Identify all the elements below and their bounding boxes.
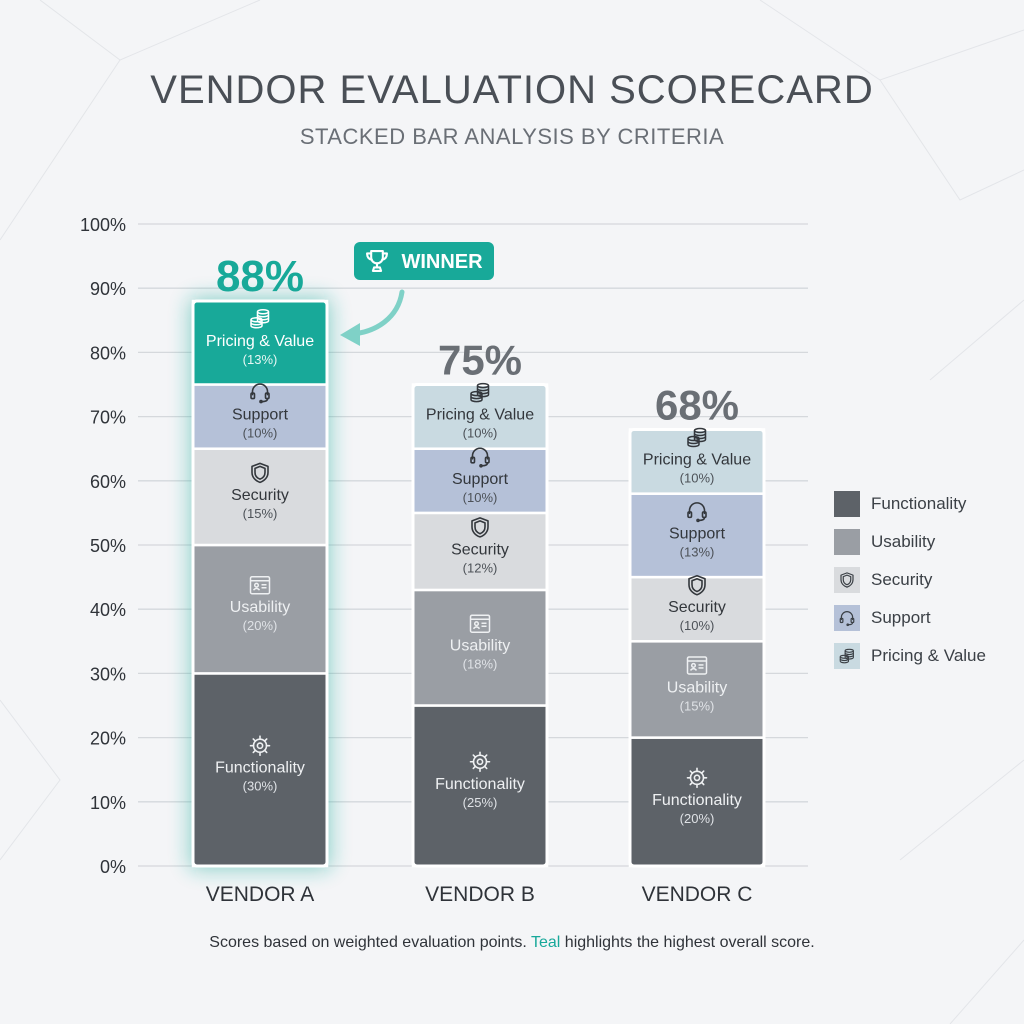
legend-item-security: Security: [834, 561, 986, 599]
segment-label: Functionality: [435, 776, 525, 793]
segment-value-label: (12%): [463, 560, 498, 575]
segment-label: Usability: [667, 679, 727, 696]
bar-segment-support: [628, 492, 766, 579]
bar-vendor-a: [191, 299, 329, 868]
headset-icon: [839, 611, 855, 627]
legend-swatch: [834, 491, 860, 517]
segment-label: Support: [452, 471, 509, 488]
legend-label: Security: [871, 570, 933, 589]
segment-label: Usability: [230, 599, 290, 616]
legend-label: Functionality: [871, 494, 967, 513]
shield-icon: [840, 572, 854, 588]
footnote-text: Scores based on weighted evaluation poin…: [209, 934, 531, 951]
coins-icon: [839, 648, 854, 664]
legend-item-usability: Usability: [834, 523, 986, 561]
segment-value-label: (10%): [243, 426, 278, 441]
segment-label: Support: [232, 407, 289, 424]
y-tick-label: 40%: [90, 600, 126, 620]
bar-segment-functionality: [411, 704, 549, 868]
segment-value-label: (15%): [680, 698, 715, 713]
legend-label: Support: [871, 608, 931, 627]
y-tick-label: 90%: [90, 279, 126, 299]
segment-value-label: (10%): [680, 471, 715, 486]
legend-label: Usability: [871, 532, 936, 551]
chart-subtitle: STACKED BAR ANALYSIS BY CRITERIA: [299, 124, 725, 149]
winner-badge: WINNER: [340, 242, 494, 346]
segment-label: Security: [668, 599, 726, 616]
segment-label: Support: [669, 525, 726, 542]
x-tick-label: VENDOR A: [206, 883, 315, 906]
legend-swatch: [834, 643, 860, 669]
legend-item-functionality: Functionality: [834, 485, 986, 523]
total-label: 68%: [655, 381, 739, 428]
winner-badge-box: [354, 242, 494, 280]
bar-segment-usability: [411, 588, 549, 707]
segment-value-label: (13%): [243, 352, 278, 367]
footnote-text-end: highlights the highest overall score.: [560, 934, 815, 951]
y-tick-label: 20%: [90, 729, 126, 749]
y-tick-label: 80%: [90, 343, 126, 363]
bar-vendor-b: [411, 383, 549, 868]
segment-value-label: (25%): [463, 795, 498, 810]
y-tick-label: 30%: [90, 664, 126, 684]
legend-swatch: [834, 567, 860, 593]
chart-legend: Functionality Usability Security Support Pri…: [834, 485, 986, 675]
footnote-accent: Teal: [530, 934, 561, 951]
segment-label: Functionality: [652, 792, 742, 809]
bar-segment-security: [411, 511, 549, 592]
bar-segment-pricing-and-value: [191, 299, 329, 386]
y-tick-label: 10%: [90, 793, 126, 813]
bar-outline: [191, 299, 329, 868]
y-tick-label: 60%: [90, 472, 126, 492]
x-tick-label: VENDOR B: [425, 883, 535, 906]
segment-value-label: (13%): [680, 544, 715, 559]
segment-label: Usability: [450, 638, 510, 655]
segment-value-label: (30%): [243, 779, 278, 794]
segment-value-label: (10%): [680, 618, 715, 633]
segment-label: Security: [231, 487, 289, 504]
legend-swatch: [834, 605, 860, 631]
legend-label: Pricing & Value: [871, 646, 986, 665]
y-tick-label: 100%: [80, 215, 126, 235]
segment-label: Pricing & Value: [643, 452, 751, 469]
segment-value-label: (18%): [463, 657, 498, 672]
total-label: 75%: [438, 337, 522, 384]
bar-segment-functionality: [191, 672, 329, 868]
segment-label: Security: [451, 541, 509, 558]
segment-value-label: (15%): [243, 506, 278, 521]
x-tick-label: VENDOR C: [642, 883, 753, 906]
segment-value-label: (20%): [680, 811, 715, 826]
segment-label: Pricing & Value: [206, 333, 314, 350]
y-tick-label: 50%: [90, 536, 126, 556]
segment-label: Pricing & Value: [426, 407, 534, 424]
segment-value-label: (10%): [463, 490, 498, 505]
chart-title: VENDOR EVALUATION SCORECARD: [150, 68, 874, 112]
segment-value-label: (10%): [463, 426, 498, 441]
y-tick-label: 70%: [90, 408, 126, 428]
segment-label: Functionality: [215, 760, 305, 777]
bar-segment-support: [191, 383, 329, 450]
chart-footnote: Scores based on weighted evaluation poin…: [0, 934, 1024, 952]
segment-value-label: (20%): [243, 618, 278, 633]
total-label: 88%: [216, 252, 304, 301]
bar-segment-usability: [191, 543, 329, 675]
legend-swatch: [834, 529, 860, 555]
winner-arrowhead: [340, 323, 360, 346]
y-tick-label: 0%: [100, 857, 126, 877]
legend-item-pricing: Pricing & Value: [834, 637, 986, 675]
legend-item-support: Support: [834, 599, 986, 637]
winner-badge-label: WINNER: [401, 251, 483, 273]
